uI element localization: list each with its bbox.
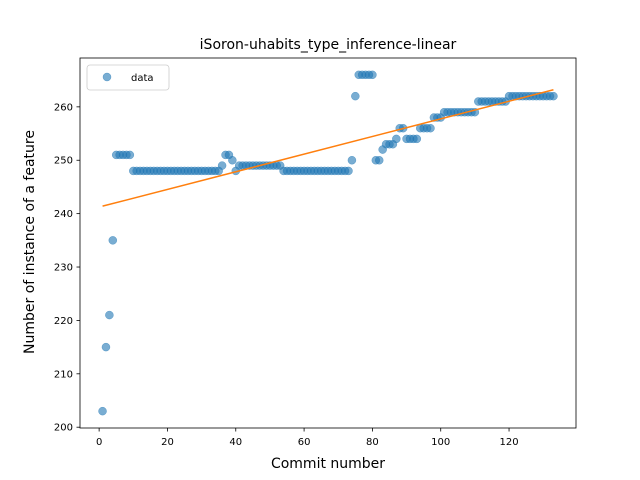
data-point xyxy=(344,166,353,176)
data-point xyxy=(347,155,357,165)
y-tick-label: 230 xyxy=(54,263,73,274)
data-point xyxy=(101,342,111,352)
legend-label: data xyxy=(131,73,154,84)
x-tick-label: 60 xyxy=(298,437,311,448)
plot-area: 0 20 40 60 80 100 120 200 210 220 230 240 250 260 data xyxy=(54,57,577,448)
data-point xyxy=(108,236,118,245)
x-tick-label: 40 xyxy=(229,437,242,448)
data-point xyxy=(426,123,435,133)
x-tick-label: 120 xyxy=(499,437,518,448)
y-tick-label: 210 xyxy=(54,369,73,380)
data-point xyxy=(105,310,114,320)
x-tick-label: 20 xyxy=(161,437,174,448)
y-tick-label: 240 xyxy=(54,209,73,220)
chart-title: iSoron-uhabits_type_inference-linear xyxy=(200,37,457,53)
y-axis-label: Number of instance of a feature xyxy=(22,130,38,354)
data-point xyxy=(368,70,377,80)
x-tick-label: 80 xyxy=(366,437,379,448)
fit-line xyxy=(102,89,554,207)
y-tick-label: 220 xyxy=(54,316,73,327)
x-tick-label: 0 xyxy=(96,437,102,448)
x-axis-label: Commit number xyxy=(271,456,385,472)
y-tick-label: 260 xyxy=(54,102,73,113)
data-point xyxy=(412,134,422,144)
legend-marker xyxy=(102,72,112,82)
y-tick-label: 200 xyxy=(54,423,73,434)
plot-frame xyxy=(79,57,577,429)
data-point xyxy=(228,155,237,165)
data-point xyxy=(351,91,360,101)
data-point xyxy=(392,134,401,144)
y-tick-label: 250 xyxy=(54,156,73,167)
data-point xyxy=(549,91,558,101)
data-point xyxy=(374,155,384,165)
data-point xyxy=(98,406,107,416)
data-point xyxy=(125,150,135,160)
legend-box xyxy=(86,64,170,91)
x-tick-label: 100 xyxy=(431,437,450,448)
data-point xyxy=(217,161,227,170)
